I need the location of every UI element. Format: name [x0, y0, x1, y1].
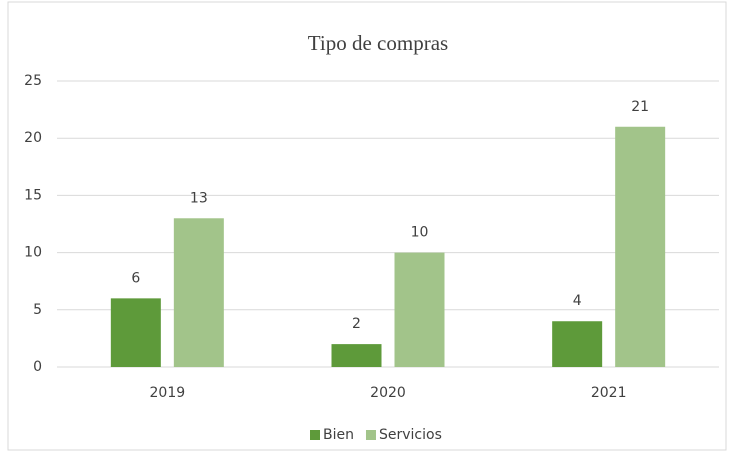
- bar: [615, 126, 666, 367]
- legend-swatch: [310, 430, 320, 440]
- y-tick-label: 25: [24, 73, 42, 89]
- x-tick-label: 2021: [591, 385, 627, 401]
- bar: [394, 252, 445, 367]
- x-tick-label: 2020: [370, 385, 406, 401]
- data-label: 21: [631, 99, 649, 115]
- data-label: 10: [411, 225, 429, 241]
- legend-label: Bien: [323, 427, 354, 443]
- bar: [552, 321, 603, 367]
- legend-swatch: [365, 430, 376, 440]
- y-tick-label: 15: [24, 187, 42, 203]
- bar: [331, 344, 382, 367]
- data-label: 13: [190, 190, 208, 206]
- bar: [110, 298, 161, 367]
- data-label: 2: [352, 316, 361, 332]
- y-tick-label: 20: [24, 130, 42, 146]
- data-label: 4: [573, 293, 582, 309]
- y-tick-label: 10: [24, 245, 42, 261]
- data-label: 6: [131, 270, 140, 286]
- y-tick-label: 5: [33, 302, 42, 318]
- y-tick-label: 0: [33, 359, 42, 375]
- x-tick-label: 2019: [150, 385, 186, 401]
- bar: [173, 218, 224, 367]
- chart-title: Tipo de compras: [308, 31, 448, 55]
- chart-frame: [7, 1, 727, 451]
- legend-label: Servicios: [379, 427, 442, 443]
